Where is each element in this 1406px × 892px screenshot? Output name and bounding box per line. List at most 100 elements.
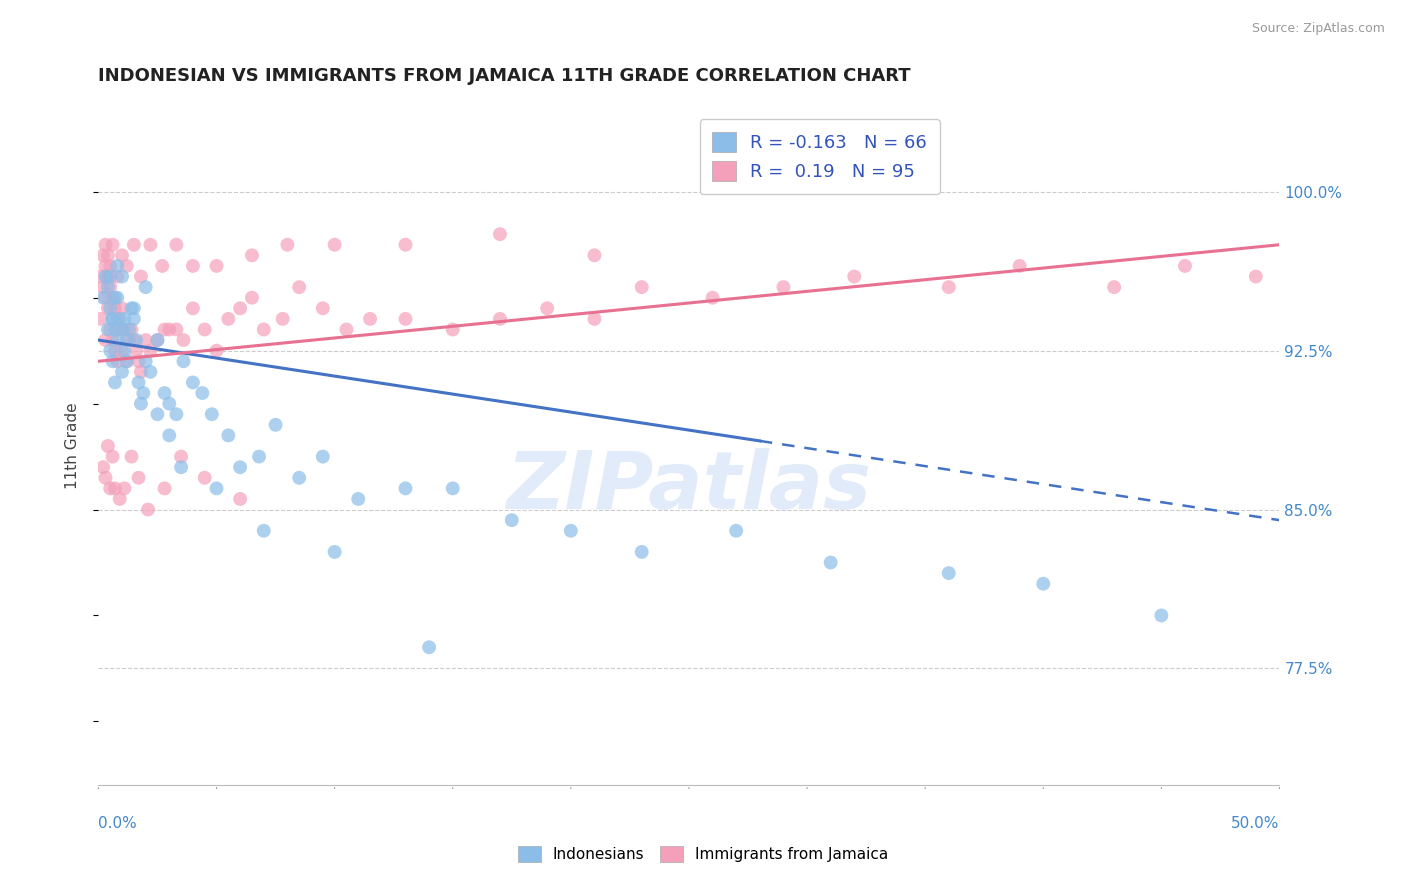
Point xyxy=(418,640,440,655)
Point xyxy=(312,450,335,464)
Point xyxy=(105,269,128,284)
Point xyxy=(323,237,346,252)
Point xyxy=(115,354,138,368)
Point xyxy=(1174,259,1197,273)
Point xyxy=(135,354,157,368)
Point xyxy=(97,439,120,453)
Point xyxy=(170,460,193,475)
Point xyxy=(105,311,128,326)
Point xyxy=(194,322,217,336)
Point xyxy=(312,301,335,316)
Point xyxy=(489,311,512,326)
Point xyxy=(112,481,135,495)
Point xyxy=(94,259,117,273)
Point xyxy=(157,322,180,336)
Point xyxy=(271,311,294,326)
Point xyxy=(111,301,134,316)
Point xyxy=(121,301,143,316)
Point xyxy=(170,450,193,464)
Point xyxy=(101,311,124,326)
Point xyxy=(101,450,124,464)
Point xyxy=(94,471,117,485)
Point xyxy=(128,376,150,390)
Point xyxy=(181,259,204,273)
Point xyxy=(97,301,120,316)
Point xyxy=(501,513,523,527)
Point xyxy=(105,354,128,368)
Point xyxy=(101,333,124,347)
Point xyxy=(122,311,145,326)
Point xyxy=(121,322,143,336)
Text: INDONESIAN VS IMMIGRANTS FROM JAMAICA 11TH GRADE CORRELATION CHART: INDONESIAN VS IMMIGRANTS FROM JAMAICA 11… xyxy=(98,67,911,85)
Point xyxy=(98,269,121,284)
Point xyxy=(112,322,135,336)
Point xyxy=(157,428,180,442)
Point xyxy=(172,354,194,368)
Point xyxy=(150,259,173,273)
Point xyxy=(122,237,145,252)
Point xyxy=(98,343,121,358)
Point xyxy=(172,333,194,347)
Point xyxy=(115,259,138,273)
Point xyxy=(90,269,112,284)
Point xyxy=(323,545,346,559)
Point xyxy=(94,237,117,252)
Legend: Indonesians, Immigrants from Jamaica: Indonesians, Immigrants from Jamaica xyxy=(512,840,894,868)
Point xyxy=(725,524,748,538)
Point xyxy=(146,407,169,421)
Point xyxy=(129,269,152,284)
Point xyxy=(820,556,842,570)
Point xyxy=(90,311,112,326)
Point xyxy=(347,491,370,506)
Point xyxy=(153,481,176,495)
Point xyxy=(146,333,169,347)
Point xyxy=(1150,608,1173,623)
Point xyxy=(240,291,263,305)
Point xyxy=(359,311,381,326)
Point xyxy=(583,248,606,262)
Point xyxy=(489,227,512,241)
Point xyxy=(111,269,134,284)
Point xyxy=(181,376,204,390)
Point xyxy=(101,291,124,305)
Text: Source: ZipAtlas.com: Source: ZipAtlas.com xyxy=(1251,22,1385,36)
Point xyxy=(536,301,558,316)
Point xyxy=(94,333,117,347)
Point xyxy=(132,386,155,401)
Point xyxy=(105,333,128,347)
Point xyxy=(118,322,141,336)
Point xyxy=(139,237,162,252)
Point xyxy=(938,280,960,294)
Point xyxy=(201,407,224,421)
Legend: R = -0.163   N = 66, R =  0.19   N = 95: R = -0.163 N = 66, R = 0.19 N = 95 xyxy=(700,120,939,194)
Point xyxy=(560,524,582,538)
Point xyxy=(229,491,252,506)
Point xyxy=(112,311,135,326)
Point xyxy=(122,333,145,347)
Point xyxy=(146,333,169,347)
Point xyxy=(128,471,150,485)
Point xyxy=(129,396,152,410)
Point xyxy=(276,237,298,252)
Point xyxy=(115,333,138,347)
Point xyxy=(104,301,127,316)
Point xyxy=(441,322,464,336)
Point xyxy=(122,301,145,316)
Point xyxy=(115,354,138,368)
Point xyxy=(135,280,157,294)
Point xyxy=(217,311,239,326)
Point xyxy=(101,237,124,252)
Point xyxy=(97,269,120,284)
Point xyxy=(91,291,114,305)
Point xyxy=(1244,269,1267,284)
Point xyxy=(111,322,134,336)
Point xyxy=(394,311,416,326)
Point xyxy=(205,343,228,358)
Point xyxy=(111,365,134,379)
Point xyxy=(97,280,120,294)
Point xyxy=(702,291,724,305)
Point xyxy=(97,248,120,262)
Point xyxy=(253,322,276,336)
Point xyxy=(111,248,134,262)
Point xyxy=(104,376,127,390)
